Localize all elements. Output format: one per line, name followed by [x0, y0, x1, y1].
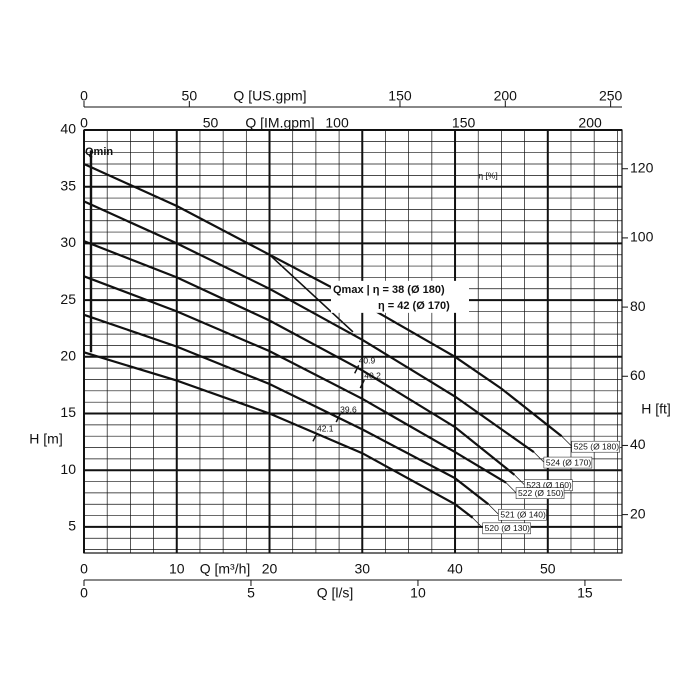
legend-label: 524 (Ø 170) [546, 457, 592, 467]
label-box [482, 522, 531, 535]
secondary-tick-label: 200 [494, 88, 518, 104]
x-axis-title: Q [m³/h] [200, 561, 251, 577]
y-axis-title: H [m] [29, 431, 62, 447]
y-tick-label: 30 [60, 234, 76, 250]
efficiency-label: 42.1 [317, 424, 334, 434]
secondary-tick-label: 5 [247, 585, 255, 601]
pump-curve [83, 313, 490, 506]
secondary-tick-label: 200 [578, 115, 602, 131]
efficiency-label: 39.6 [340, 404, 357, 414]
y2-tick-label: 60 [630, 367, 646, 383]
efficiency-marker [354, 364, 360, 374]
y-tick-label: 5 [68, 518, 76, 534]
legend-label: 525 (Ø 180) [574, 441, 620, 451]
y2-tick-label: 40 [630, 436, 646, 452]
secondary-tick-label: 150 [388, 88, 412, 104]
qmax-line [268, 254, 354, 333]
y-tick-label: 20 [60, 348, 76, 364]
label-box [515, 487, 565, 499]
leader-line [533, 451, 545, 463]
secondary-tick-label: 100 [325, 115, 349, 131]
qmax-label: Qmax | η = 38 (Ø 180) [333, 284, 445, 296]
leader-line [505, 482, 517, 493]
y2-axis-title: H [ft] [641, 401, 671, 417]
x-tick-label: 30 [354, 561, 370, 577]
y2-tick-label: 100 [630, 229, 654, 245]
y-tick-label: 15 [60, 404, 76, 420]
x-tick-label: 50 [540, 561, 556, 577]
y2-tick-label: 20 [630, 505, 646, 521]
y-tick-label: 40 [60, 121, 76, 137]
qmax-label: η = 42 (Ø 170) [378, 300, 450, 312]
leader-line [561, 435, 572, 447]
pump-curve [83, 200, 535, 453]
secondary-tick-label: 250 [599, 88, 623, 104]
efficiency-marker [359, 379, 365, 389]
label-box [498, 508, 547, 521]
secondary-tick-label: 0 [80, 115, 88, 131]
efficiency-label: 40.9 [359, 356, 376, 366]
annotation-bg [331, 280, 469, 313]
secondary-tick-label: 0 [80, 88, 88, 104]
secondary-axis-title: Q [l/s] [317, 585, 354, 601]
leader-line [472, 517, 483, 529]
secondary-tick-label: 15 [577, 585, 593, 601]
y-tick-label: 25 [60, 291, 76, 307]
efficiency-label: η [%] [478, 170, 497, 180]
x-tick-label: 0 [80, 561, 88, 577]
secondary-tick-label: 0 [80, 585, 88, 601]
y-tick-label: 35 [60, 177, 76, 193]
label-box [571, 440, 620, 453]
efficiency-label: 40.2 [364, 370, 381, 380]
legend-label: 521 (Ø 140) [500, 509, 546, 519]
leader-line [514, 474, 525, 485]
secondary-tick-label: 10 [410, 585, 426, 601]
leader-line [488, 503, 499, 515]
pump-curve [83, 275, 507, 484]
y2-tick-label: 80 [630, 298, 646, 314]
y-tick-label: 10 [60, 461, 76, 477]
x-tick-label: 10 [169, 561, 185, 577]
y2-tick-label: 120 [630, 159, 654, 175]
efficiency-marker [335, 413, 341, 423]
secondary-axis-title: Q [US.gpm] [233, 88, 306, 104]
pump-curve [83, 240, 516, 476]
secondary-tick-label: 50 [182, 88, 198, 104]
legend-label: 520 (Ø 130) [485, 523, 531, 533]
secondary-tick-label: 150 [452, 115, 476, 131]
plot: 525 (Ø 180) 524 (Ø 170) 523 (Ø 160)522 (Ø … [83, 146, 620, 535]
x-tick-label: 40 [447, 561, 463, 577]
secondary-tick-label: 50 [203, 115, 219, 131]
legend-label: 522 (Ø 150) [518, 488, 564, 498]
pump-curve [83, 351, 474, 519]
label-box [543, 456, 593, 469]
secondary-axis-title: Q [IM.gpm] [245, 115, 314, 131]
legend-label: 523 (Ø 160) [526, 480, 572, 490]
efficiency-marker [312, 432, 318, 442]
x-tick-label: 20 [262, 561, 278, 577]
qmin-label: Qmin [85, 146, 113, 158]
